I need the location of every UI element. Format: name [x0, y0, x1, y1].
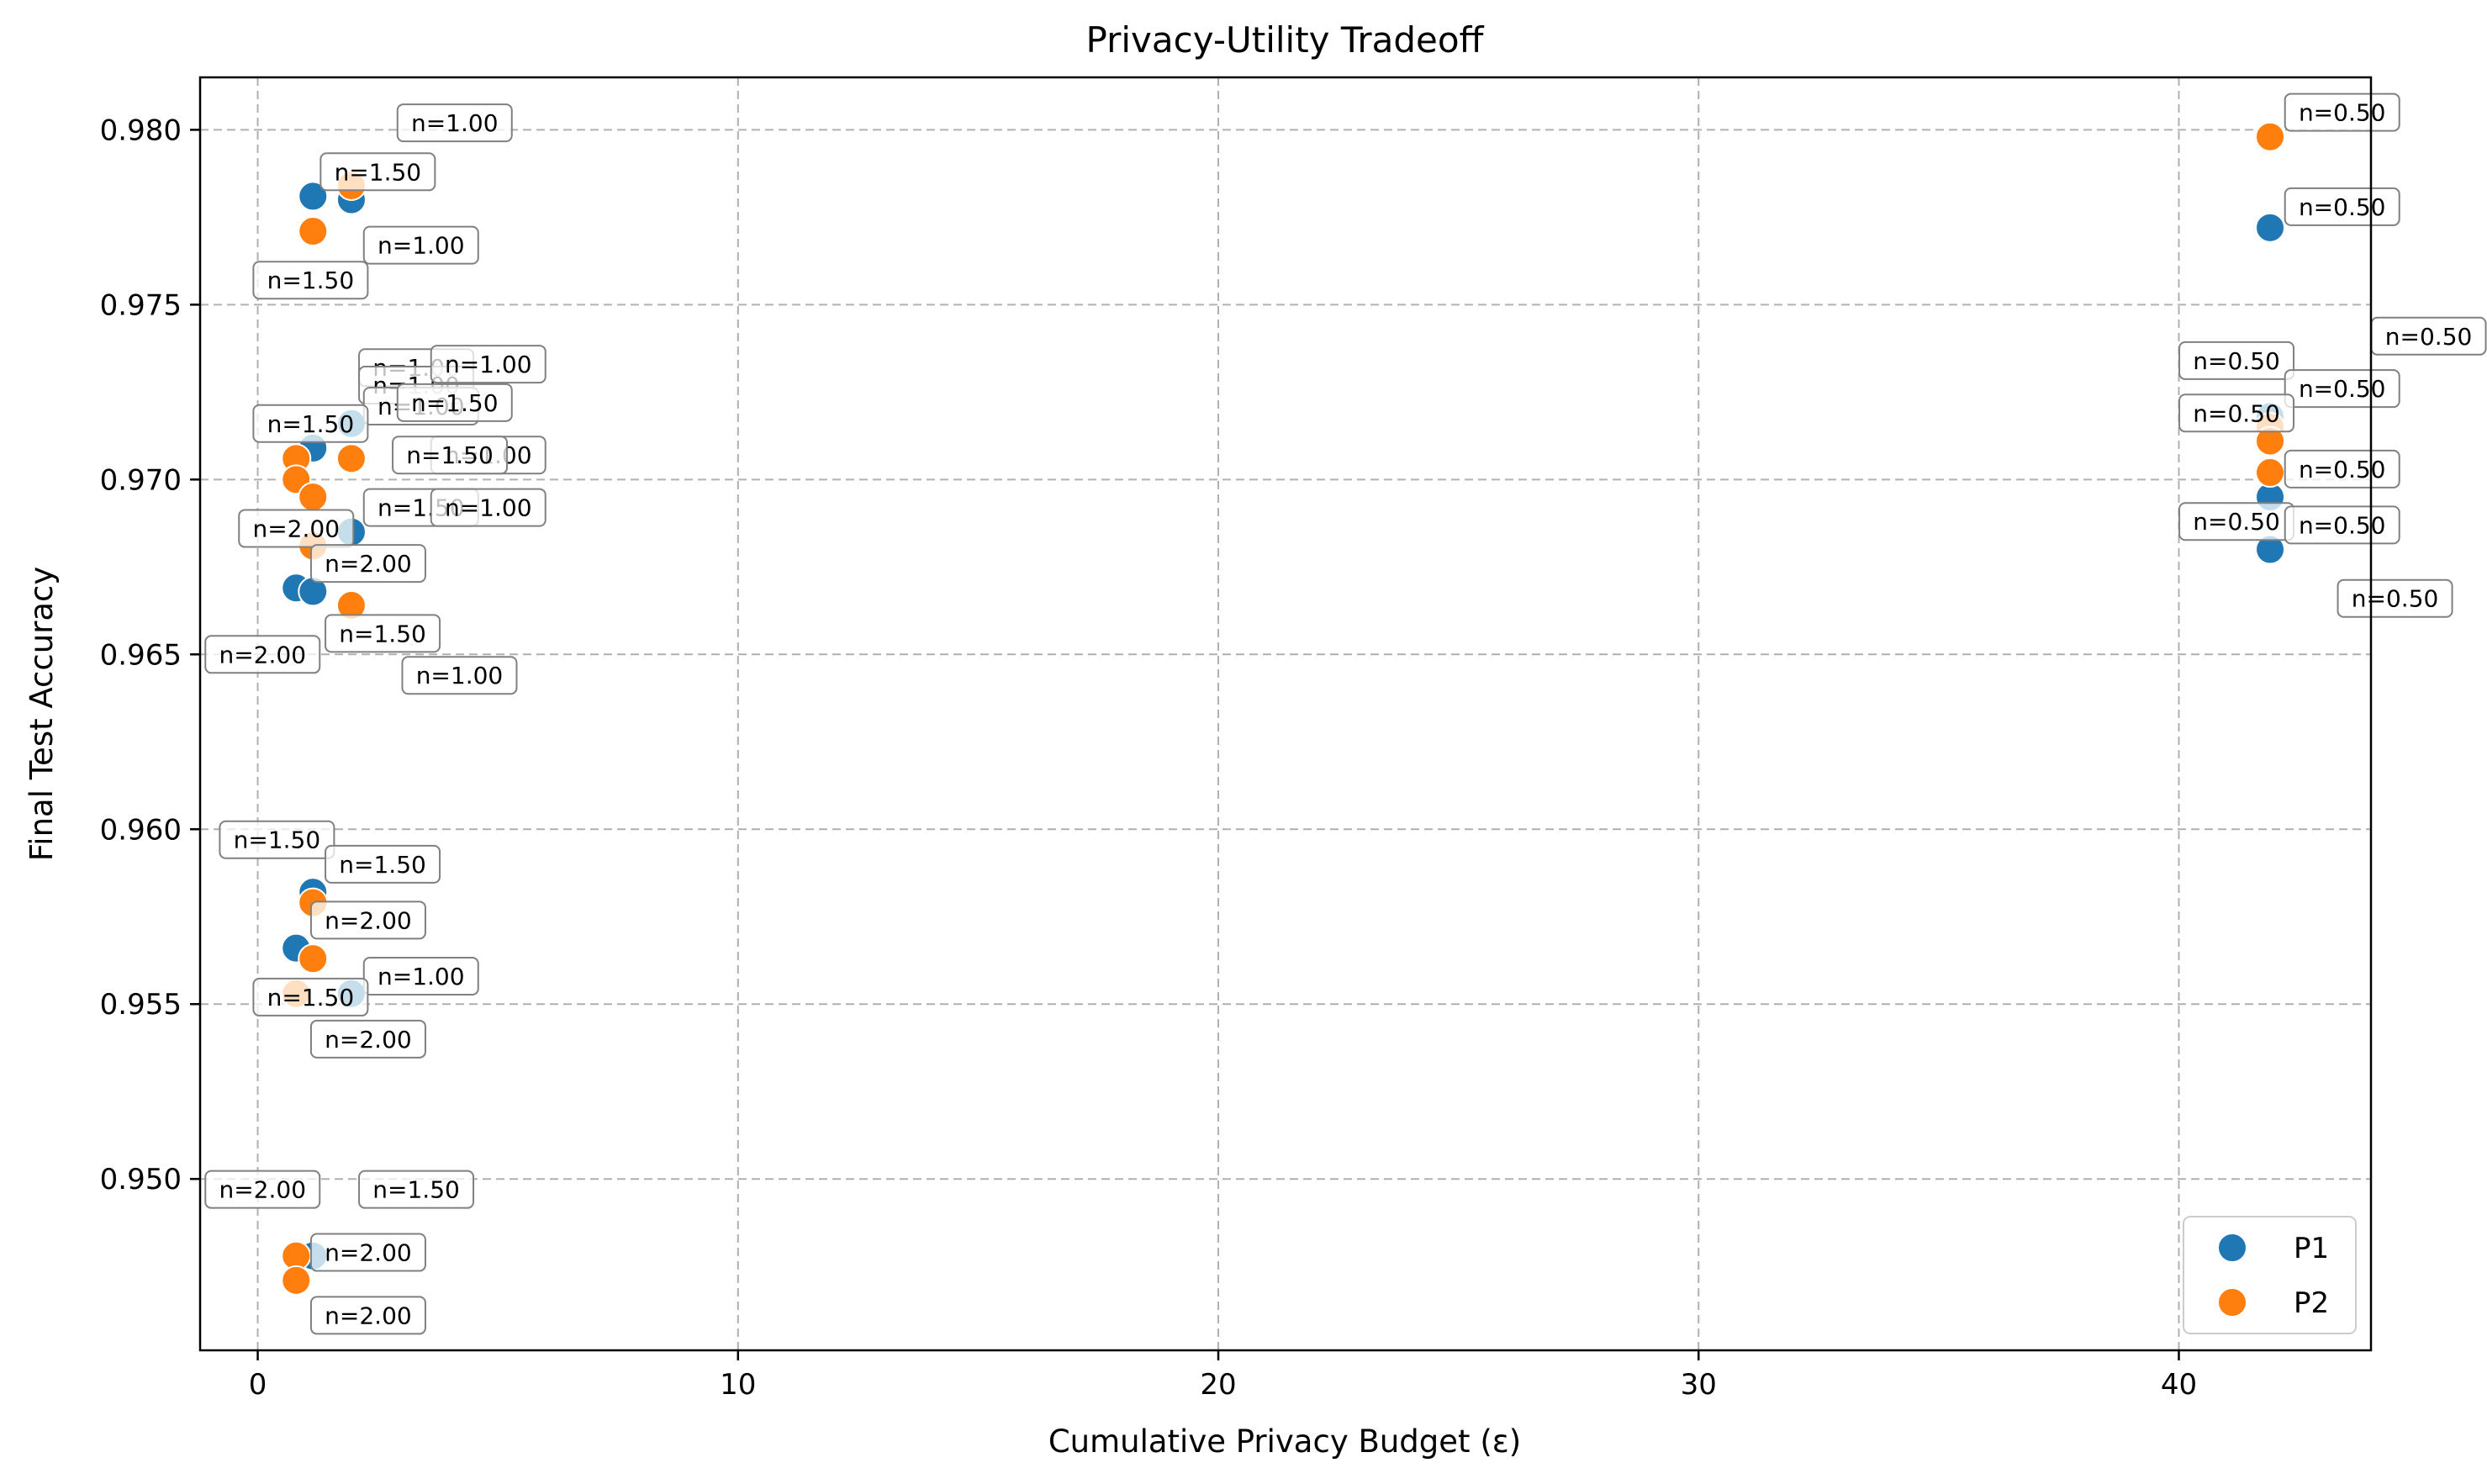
annotation-label: n=1.50 [406, 441, 494, 469]
annotation-label: n=1.00 [416, 662, 504, 689]
annotation-label: n=0.50 [2193, 347, 2280, 375]
annotation-box [362, 225, 479, 265]
annotation-label: n=1.00 [378, 232, 465, 260]
annotation-box [325, 614, 441, 653]
annotation-label: n=2.00 [325, 1302, 412, 1329]
x-tick-label: 40 [2161, 1368, 2197, 1402]
legend: P1 P2 [2183, 1216, 2357, 1334]
legend-marker-p2 [2217, 1287, 2247, 1318]
y-tick-label: 0.950 [100, 1163, 182, 1196]
point-p2 [2255, 457, 2286, 489]
annotation-box [392, 436, 509, 475]
annotation-label: n=2.00 [325, 906, 412, 934]
annotation-label: n=0.50 [2352, 585, 2439, 613]
annotation-label: n=2.00 [219, 641, 306, 668]
annotation-label: n=1.00 [378, 963, 465, 990]
point-p2 [2255, 121, 2286, 152]
annotation-box [309, 900, 426, 940]
annotation-box [309, 1233, 426, 1272]
y-axis-title: Final Test Accuracy [24, 567, 60, 862]
annotation-label: n=1.50 [339, 851, 426, 879]
annotation-label: n=0.50 [2193, 399, 2280, 427]
x-tick-label: 0 [249, 1368, 267, 1402]
annotation-box [2178, 341, 2295, 380]
annotation-label: n=0.50 [2385, 323, 2473, 351]
annotation-box [252, 404, 369, 443]
y-tick-label: 0.980 [100, 114, 182, 147]
y-tick-label: 0.975 [100, 288, 182, 322]
annotation-label: n=0.50 [2299, 375, 2386, 403]
annotation-box [396, 383, 513, 422]
annotation-label: n=1.50 [335, 158, 422, 186]
annotation-box [430, 488, 547, 527]
point-p2 [298, 482, 329, 513]
point-p1 [298, 181, 329, 212]
annotation-box [325, 844, 441, 884]
annotation-box [309, 1296, 426, 1335]
annotation-label: n=1.50 [339, 620, 426, 647]
annotation-box [430, 345, 547, 384]
point-p2 [281, 1265, 312, 1296]
y-tick-label: 0.955 [100, 988, 182, 1022]
annotation-box [204, 1170, 321, 1209]
annotation-box [252, 977, 369, 1017]
y-tick-label: 0.965 [100, 638, 182, 672]
legend-marker-p1 [2217, 1233, 2247, 1263]
point-p2 [298, 216, 329, 247]
x-tick-label: 20 [1200, 1368, 1236, 1402]
annotation-box [401, 656, 518, 695]
annotation-box [2337, 578, 2453, 618]
x-tick-label: 10 [720, 1368, 756, 1402]
annotation-label: n=1.00 [411, 109, 499, 137]
annotation-label: n=0.50 [2299, 456, 2386, 483]
annotation-label: n=2.00 [325, 1026, 412, 1054]
x-tick-label: 30 [1681, 1368, 1717, 1402]
annotation-label: n=1.00 [445, 494, 532, 522]
annotation-label: n=2.00 [325, 1239, 412, 1267]
annotation-label: n=0.50 [2299, 511, 2386, 539]
annotation-box [396, 103, 513, 143]
annotation-box [309, 544, 426, 584]
x-axis-title: Cumulative Privacy Budget (ε) [1048, 1423, 1521, 1460]
annotation-box [219, 820, 335, 859]
plot-frame [198, 76, 2373, 1352]
y-tick-label: 0.960 [100, 813, 182, 847]
point-p1 [2255, 212, 2286, 243]
annotation-box [204, 635, 321, 674]
annotation-label: n=2.00 [219, 1176, 306, 1204]
x-axis-ticks: 0 10 20 30 40 [249, 1350, 2197, 1402]
annotation-box [362, 956, 479, 995]
legend-frame [2183, 1216, 2357, 1334]
annotation-label: n=1.50 [267, 410, 355, 438]
annotation-label: n=1.50 [267, 984, 355, 1011]
annotation-label: n=1.50 [267, 267, 355, 294]
annotation-box [2178, 393, 2295, 433]
annotation-box [238, 509, 355, 548]
annotation-box [309, 1019, 426, 1059]
annotation-label: n=0.50 [2299, 193, 2386, 221]
y-tick-label: 0.970 [100, 463, 182, 497]
annotations: n=1.00 n=1.50 n=1.00 n=1.50 n=1.00 n=1.00 n=1.… [204, 92, 2487, 1335]
point-p2 [298, 943, 329, 974]
point-p2 [335, 443, 367, 474]
legend-label-p2: P2 [2294, 1286, 2329, 1320]
legend-label-p1: P1 [2294, 1232, 2329, 1265]
annotation-label: n=1.50 [372, 1176, 460, 1204]
annotation-label: n=0.50 [2299, 99, 2386, 127]
annotation-box [252, 261, 369, 300]
annotation-label: n=1.50 [411, 389, 499, 417]
grid [200, 77, 2371, 1350]
annotation-label: n=2.00 [325, 550, 412, 578]
annotation-box [319, 152, 436, 192]
annotation-label: n=1.00 [445, 351, 532, 378]
y-axis-ticks: 0.950 0.955 0.960 0.965 0.970 0.975 0.980 [100, 114, 200, 1196]
annotation-label: n=2.00 [252, 515, 340, 543]
annotation-label: n=0.50 [2193, 508, 2280, 536]
annotation-label: n=1.50 [234, 826, 321, 854]
chart-title: Privacy-Utility Tradeoff [1086, 19, 1485, 61]
annotation-box [358, 1170, 475, 1209]
